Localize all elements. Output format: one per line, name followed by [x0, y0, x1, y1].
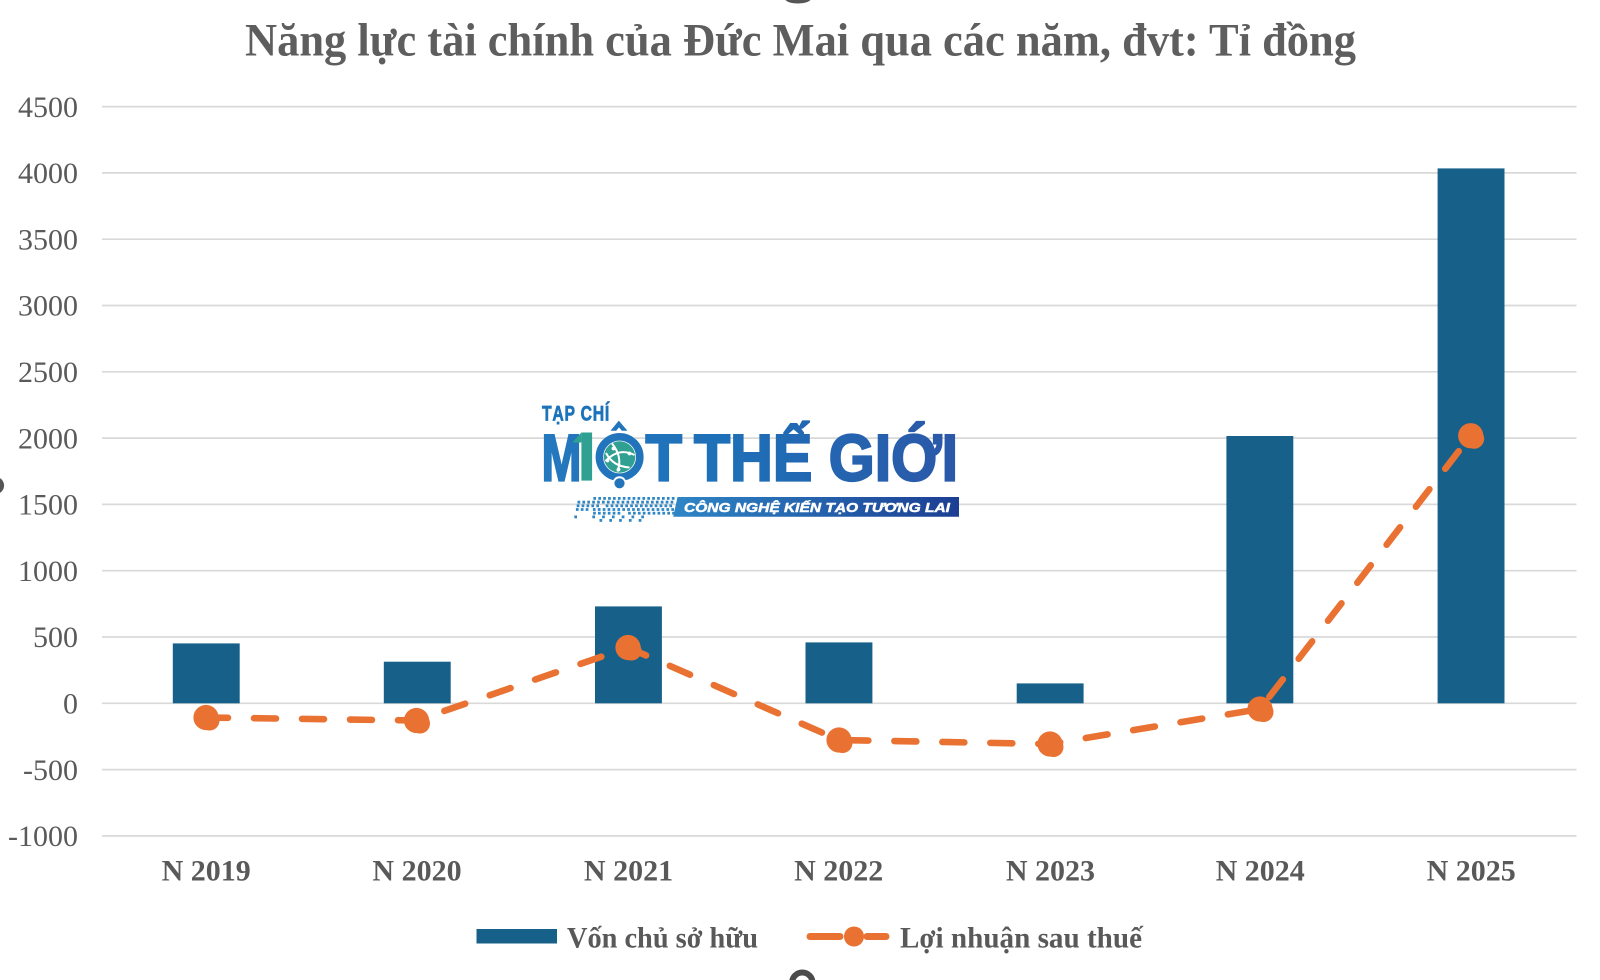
svg-text:N 2021: N 2021: [584, 854, 673, 887]
svg-text:-1000: -1000: [8, 820, 78, 853]
svg-text:N 2022: N 2022: [794, 854, 883, 887]
svg-text:4000: 4000: [18, 157, 78, 190]
svg-text:N 2020: N 2020: [372, 854, 461, 887]
svg-text:M: M: [542, 421, 582, 495]
svg-text:N 2024: N 2024: [1216, 854, 1305, 887]
svg-text:0: 0: [63, 688, 78, 721]
svg-text:Vốn chủ sở hữu: Vốn chủ sở hữu: [567, 922, 758, 955]
svg-text:500: 500: [33, 621, 78, 654]
svg-text:-500: -500: [23, 754, 78, 787]
svg-text:Năng lực tài chính của Đức Mai: Năng lực tài chính của Đức Mai qua các n…: [245, 15, 1356, 67]
svg-text:N 2019: N 2019: [162, 854, 251, 887]
svg-text:T: T: [646, 421, 683, 495]
svg-text:Lợi nhuận sau thuế: Lợi nhuận sau thuế: [900, 922, 1144, 955]
svg-text:2500: 2500: [18, 356, 78, 389]
svg-text:2000: 2000: [18, 422, 78, 455]
svg-text:TẠP CHÍ: TẠP CHÍ: [542, 403, 610, 426]
svg-text:3500: 3500: [18, 223, 78, 256]
svg-text:THẾ GIỚI: THẾ GIỚI: [694, 421, 958, 495]
svg-text:N 2023: N 2023: [1006, 854, 1095, 887]
svg-text:3000: 3000: [18, 290, 78, 323]
svg-text:1000: 1000: [18, 555, 78, 588]
svg-text:CÔNG NGHỆ KIẾN TẠO TƯƠNG LAI: CÔNG NGHỆ KIẾN TẠO TƯƠNG LAI: [684, 500, 950, 515]
svg-text:4500: 4500: [18, 91, 78, 124]
svg-text:N 2025: N 2025: [1427, 854, 1516, 887]
svg-text:1500: 1500: [18, 489, 78, 522]
